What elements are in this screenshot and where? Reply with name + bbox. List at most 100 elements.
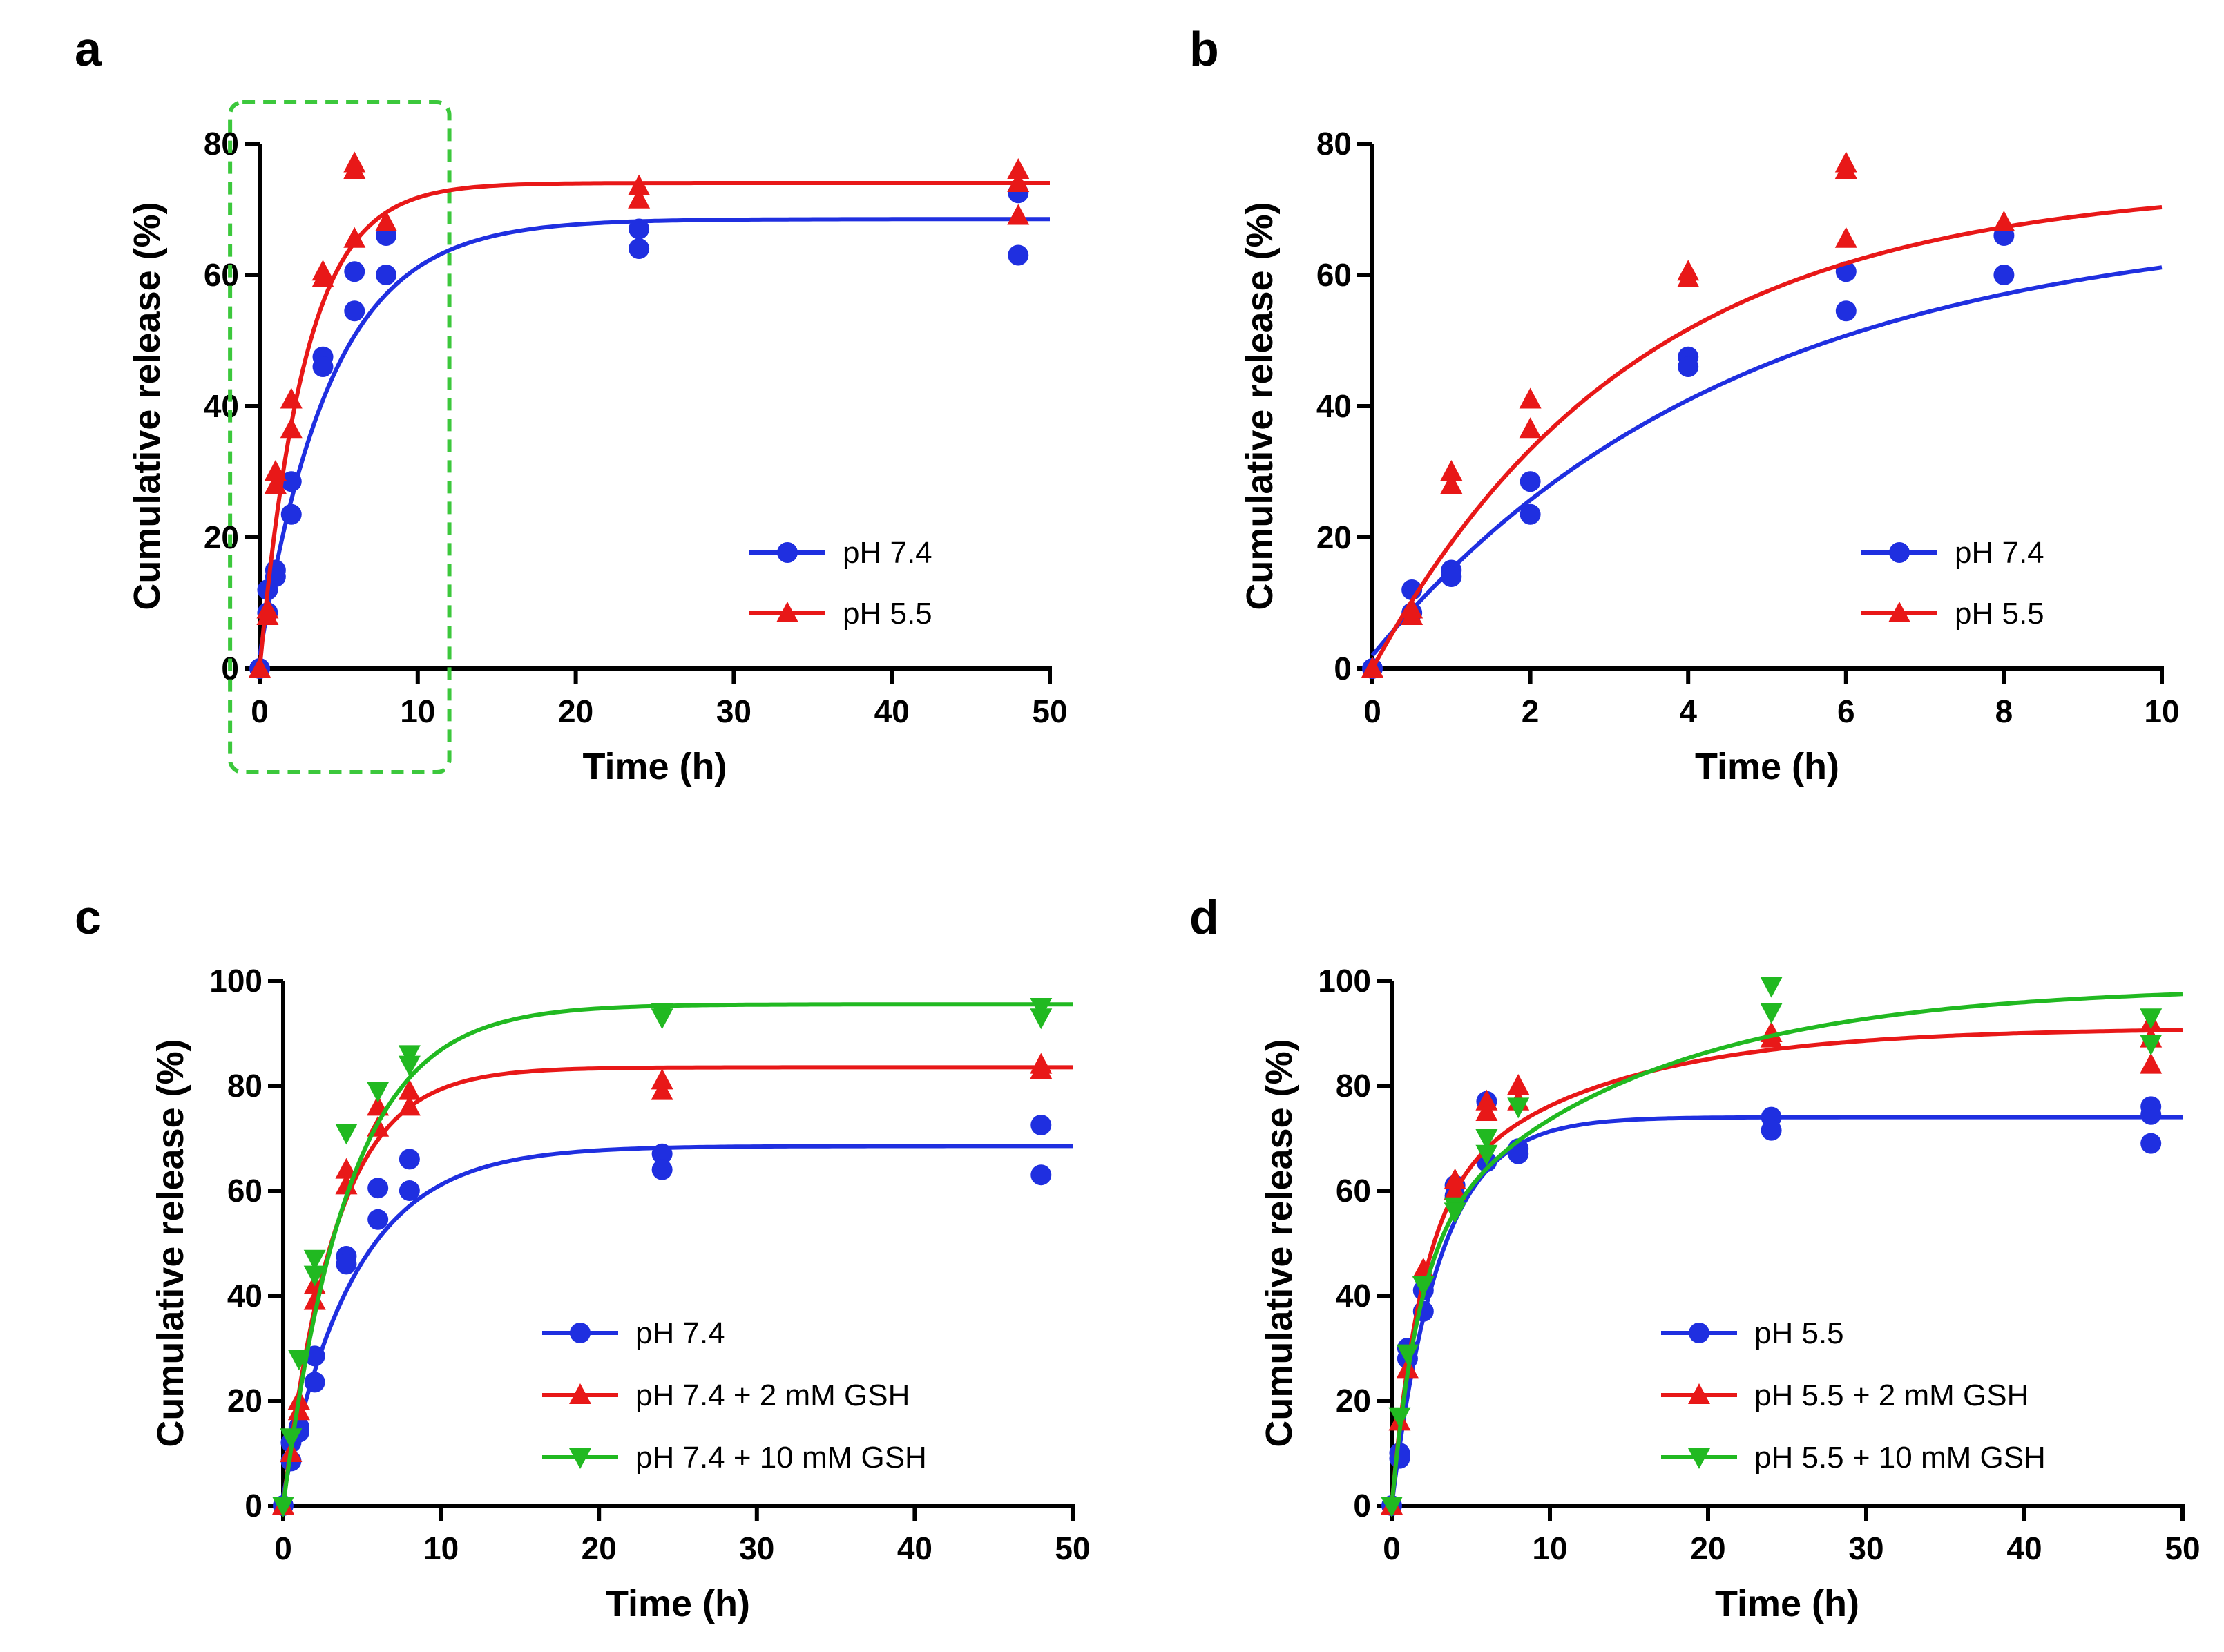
legend-item: pH 7.4 (1861, 536, 2044, 570)
y-tick-label: 20 (1336, 1383, 1371, 1419)
data-point (287, 1350, 310, 1371)
data-point (1030, 1058, 1053, 1079)
legend-marker (1689, 1323, 1709, 1343)
legend-item: pH 5.5 + 2 mM GSH (1661, 1379, 2029, 1412)
fit-curve (1390, 1028, 2183, 1506)
data-point (2140, 1053, 2163, 1074)
zoom-region-box (228, 100, 452, 774)
x-tick-label: 30 (716, 693, 751, 729)
legend-item: pH 7.4 (542, 1316, 725, 1350)
data-point (264, 460, 287, 481)
data-point (1440, 460, 1463, 481)
data-point (304, 1372, 325, 1393)
data-point (1677, 266, 1700, 287)
x-tick-label: 40 (2006, 1530, 2042, 1566)
data-point (1030, 1008, 1053, 1030)
data-point (1520, 503, 1541, 525)
legend-marker (1688, 1448, 1710, 1469)
legend-item: pH 5.5 (749, 597, 932, 631)
fit-curve (258, 181, 1050, 669)
data-point (1007, 158, 1030, 179)
panel-letter-a: a (75, 22, 102, 76)
legend-label: pH 5.5 (1754, 1316, 1844, 1350)
data-point (399, 1149, 420, 1170)
data-point (1475, 1089, 1498, 1111)
fit-curve (281, 1144, 1073, 1496)
data-point (1507, 1097, 1530, 1119)
data-point (651, 1079, 673, 1100)
legend-marker (776, 602, 798, 622)
legend-marker (569, 1448, 591, 1469)
x-tick-label: 6 (1837, 693, 1855, 729)
series-ph-7-4 (249, 182, 1050, 679)
y-tick-label: 20 (204, 519, 239, 555)
legend-label: pH 5.5 (843, 597, 932, 631)
data-point (628, 174, 651, 195)
data-point (2140, 1104, 2162, 1125)
x-tick-label: 30 (1848, 1530, 1883, 1566)
panel-b: b 0 2 4 6 8 10 0 20 40 60 80 Time (h) Cumulative rele… (1189, 22, 2180, 787)
legend-label: pH 7.4 (635, 1316, 725, 1350)
data-point (280, 503, 302, 525)
data-point (1440, 473, 1463, 494)
y-tick-label: 60 (1336, 1173, 1371, 1209)
data-point (1401, 604, 1423, 625)
legend-label: pH 7.4 (1955, 536, 2044, 570)
data-point (280, 471, 302, 492)
data-point (651, 1008, 673, 1030)
data-point (1361, 657, 1383, 678)
data-point (303, 1289, 326, 1310)
data-point (367, 1178, 389, 1199)
x-tick-label: 2 (1522, 693, 1540, 729)
data-point (1008, 244, 1029, 266)
fit-curve (1370, 205, 2163, 670)
y-tick-label: 40 (1336, 1278, 1371, 1314)
fit-curve (1390, 992, 2183, 1506)
x-axis-title: Time (h) (1695, 746, 1839, 787)
y-tick-label: 60 (1316, 257, 1352, 293)
series-ph-7-4-10-mm-gsh (272, 998, 1073, 1517)
y-tick-label: 40 (204, 388, 239, 424)
data-point (1396, 1344, 1419, 1365)
data-point (2140, 1133, 2162, 1154)
data-point (1389, 1448, 1410, 1469)
panel-letter-d: d (1189, 890, 1219, 944)
data-point (1760, 1003, 1783, 1024)
x-tick-label: 20 (558, 693, 593, 729)
data-point (344, 300, 365, 322)
data-point (280, 1428, 303, 1450)
x-axis-title: Time (h) (1715, 1583, 1859, 1624)
y-axis-title: Cumulative release (%) (126, 202, 168, 610)
x-tick-label: 8 (1995, 693, 2013, 729)
data-point (1834, 158, 1857, 179)
data-point (1993, 265, 2015, 285)
series-ph-5-5 (249, 151, 1050, 678)
data-point (343, 227, 366, 248)
data-point (1444, 1168, 1466, 1189)
data-point (335, 1173, 358, 1195)
data-point (336, 1254, 357, 1275)
data-point (1444, 1179, 1466, 1200)
legend-item: pH 7.4 (749, 536, 932, 570)
panel-d: d 0 10 20 30 40 50 0 20 40 60 80 100 Time (h) Cumulati… (1189, 890, 2201, 1624)
data-point (1030, 998, 1053, 1019)
data-point (399, 1180, 420, 1201)
x-tick-label: 20 (582, 1530, 617, 1566)
x-tick-label: 0 (1363, 693, 1381, 729)
fit-curve (281, 1065, 1073, 1506)
data-point (375, 211, 398, 231)
legend-label: pH 7.4 + 10 mM GSH (635, 1441, 927, 1475)
data-point (2140, 1035, 2163, 1056)
y-tick-label: 40 (227, 1278, 262, 1314)
series-ph-5-5-2-mm-gsh (1381, 1010, 2183, 1515)
legend-item: pH 7.4 + 2 mM GSH (542, 1379, 910, 1412)
data-point (1381, 1497, 1403, 1517)
legend-label: pH 5.5 + 10 mM GSH (1754, 1441, 2046, 1475)
data-point (376, 265, 397, 285)
y-tick-label: 100 (209, 963, 262, 999)
fit-curve (281, 1002, 1073, 1506)
series-ph-5-5-10-mm-gsh (1381, 977, 2183, 1517)
y-tick-label: 60 (227, 1173, 262, 1209)
legend-marker (1889, 542, 1910, 563)
